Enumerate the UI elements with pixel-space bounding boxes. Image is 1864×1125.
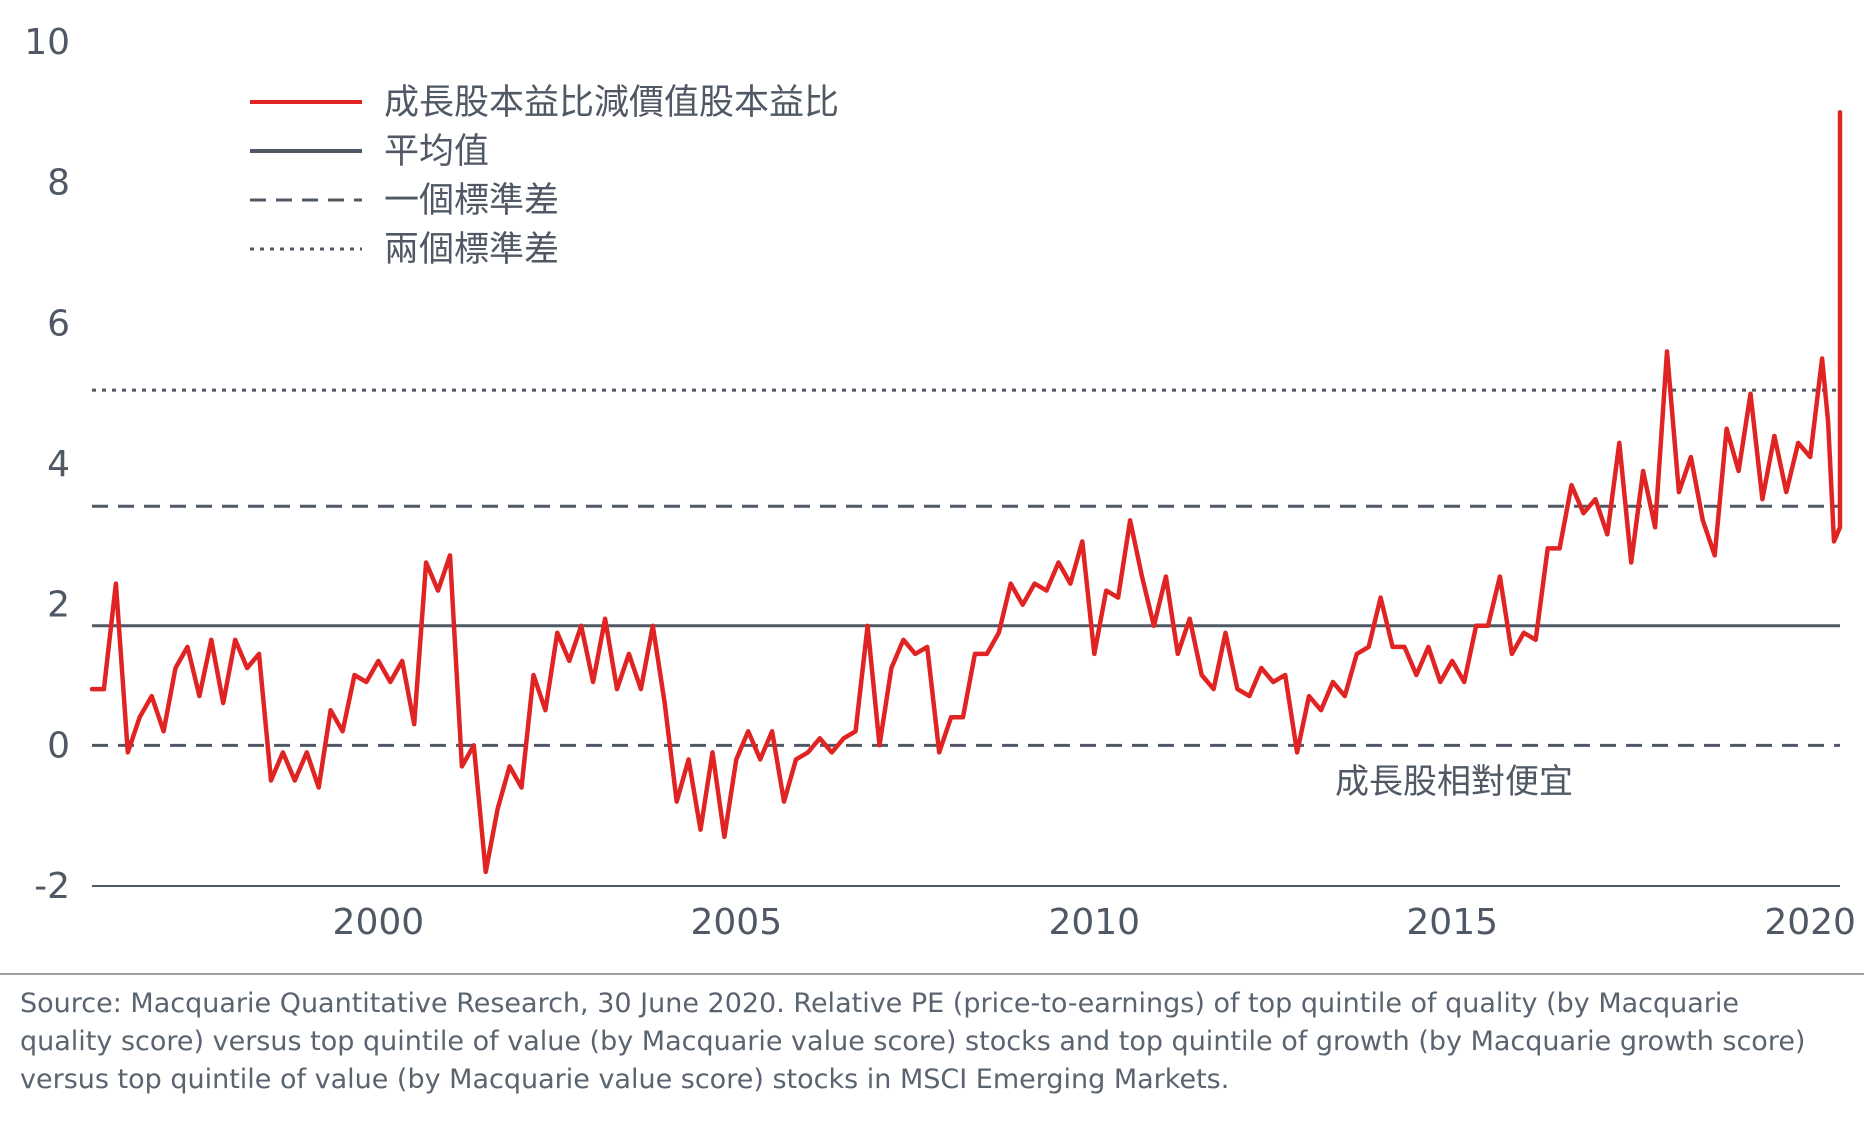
x-tick-label: 2010 bbox=[1048, 902, 1140, 943]
legend-label: 平均值 bbox=[384, 132, 489, 172]
series-line bbox=[89, 110, 1843, 875]
y-axis-ticks: -2 0 2 4 6 8 10 bbox=[24, 22, 70, 907]
footer-divider bbox=[0, 973, 1864, 975]
y-tick-label: 6 bbox=[47, 303, 70, 344]
y-tick-label: 8 bbox=[47, 163, 70, 204]
x-axis-ticks: 2000 2005 2010 2015 2020 bbox=[333, 902, 1856, 943]
y-tick-label: 4 bbox=[47, 444, 70, 485]
x-tick-label: 2000 bbox=[333, 902, 425, 943]
chart: -2 0 2 4 6 8 10 2000 2005 2010 2015 2020 成長股本益比減價值… bbox=[24, 22, 1856, 943]
annotation-growth-cheap: 成長股相對便宜 bbox=[1335, 762, 1573, 802]
source-note: Source: Macquarie Quantitative Research,… bbox=[20, 988, 1806, 1095]
legend-label: 兩個標準差 bbox=[384, 230, 559, 270]
legend-label: 成長股本益比減價值股本益比 bbox=[384, 83, 839, 123]
x-tick-label: 2005 bbox=[691, 902, 783, 943]
y-tick-label: 2 bbox=[47, 585, 70, 626]
x-tick-label: 2020 bbox=[1764, 902, 1856, 943]
legend-label: 一個標準差 bbox=[384, 181, 559, 221]
y-tick-label: -2 bbox=[34, 866, 70, 907]
reference-lines bbox=[92, 388, 1840, 747]
x-tick-label: 2015 bbox=[1406, 902, 1498, 943]
y-tick-label: 10 bbox=[24, 22, 70, 63]
series-group bbox=[89, 110, 1843, 875]
y-tick-label: 0 bbox=[47, 725, 70, 766]
